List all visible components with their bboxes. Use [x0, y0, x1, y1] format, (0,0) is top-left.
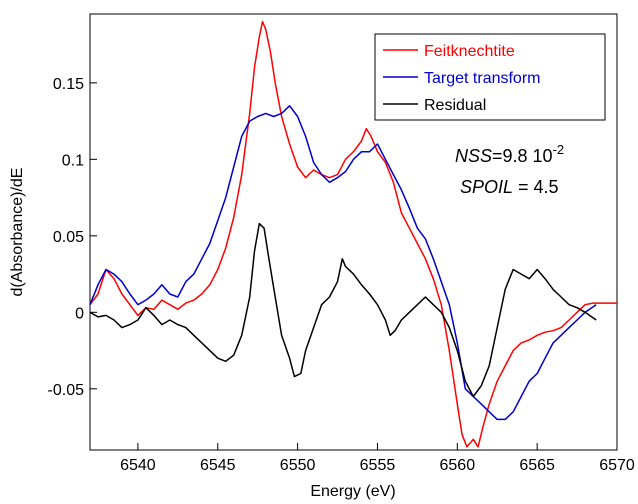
series-layer [89, 20, 617, 448]
legend-label: Feitknechtite [424, 43, 515, 60]
x-axis-ticks: 6540 6545 6550 6555 6560 6565 6570 [120, 443, 635, 474]
x-tick-label: 6560 [440, 457, 476, 474]
y-tick-label: 0 [75, 305, 84, 322]
plot-frame [89, 13, 618, 451]
x-tick-label: 6545 [200, 457, 236, 474]
x-tick-label: 6570 [599, 457, 635, 474]
legend-label: Residual [424, 97, 486, 114]
legend: Feitknechtite Target transform Residual [374, 33, 606, 121]
y-axis-label: d(Absorbance)/dE [9, 168, 26, 297]
y-tick-label: -0.05 [48, 382, 85, 399]
series-line-feitknechtite [89, 20, 617, 448]
y-tick-label: 0.05 [53, 229, 84, 246]
series-line-residual [89, 222, 597, 398]
series-line-target-transform [89, 105, 597, 421]
y-tick-label: 0.1 [62, 152, 84, 169]
x-tick-label: 6550 [280, 457, 316, 474]
nss-annotation: NSS=9.8 10-2 [455, 142, 564, 166]
x-axis-label: Energy (eV) [310, 483, 395, 500]
legend-label: Target transform [424, 70, 540, 87]
y-tick-label: 0.15 [53, 76, 84, 93]
spoil-annotation: SPOIL = 4.5 [460, 177, 559, 197]
x-tick-label: 6540 [120, 457, 156, 474]
y-axis-ticks: -0.05 0 0.05 0.1 0.15 [48, 76, 97, 399]
x-tick-label: 6555 [360, 457, 396, 474]
x-tick-label: 6565 [519, 457, 555, 474]
